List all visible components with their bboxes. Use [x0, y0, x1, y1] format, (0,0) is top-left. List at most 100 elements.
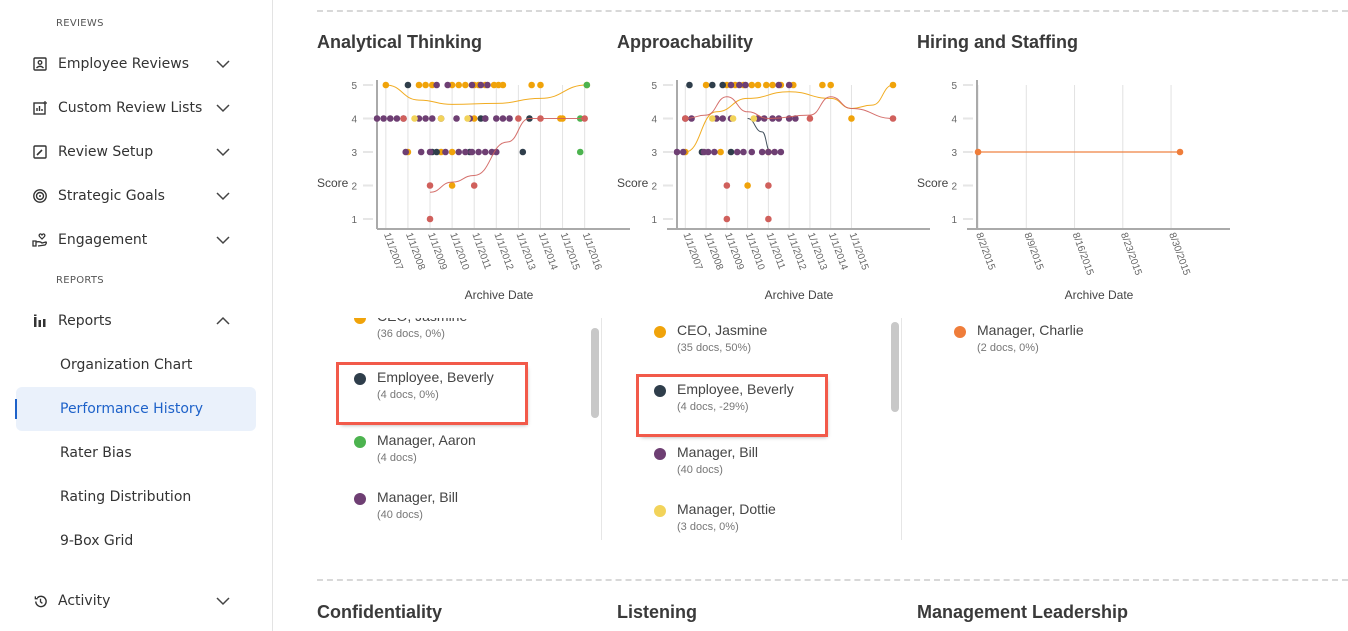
x-tick-label: 1/1/2010: [447, 231, 471, 272]
nav-activity-label: Activity: [58, 593, 111, 609]
y-tick-label: 1: [651, 215, 657, 226]
legend-dot: [354, 318, 366, 324]
x-tick-label: 1/1/2011: [469, 231, 493, 271]
data-point: [415, 81, 423, 89]
legend-item[interactable]: Manager, Charlie (2 docs, 0%): [917, 318, 1187, 375]
data-point: [723, 215, 731, 223]
trend-line: [429, 118, 585, 193]
y-tick-label: 4: [651, 115, 657, 126]
data-point: [499, 115, 507, 122]
data-point: [769, 81, 776, 89]
data-point: [462, 148, 469, 156]
sub-item-rater-bias[interactable]: Rater Bias: [60, 445, 132, 461]
sub-item-rating-distribution[interactable]: Rating Distribution: [60, 489, 192, 505]
data-point: [709, 81, 716, 89]
legend-dot: [654, 505, 666, 517]
data-point: [771, 148, 778, 156]
data-point: [428, 115, 436, 122]
scrollbar[interactable]: [591, 328, 599, 418]
data-point: [468, 81, 476, 89]
nav-label: Custom Review Lists: [58, 100, 203, 116]
chart: 1/1/20071/1/20081/1/20091/1/20101/1/2011…: [617, 80, 930, 302]
nav-strategic-goals[interactable]: Strategic Goals: [32, 184, 232, 208]
data-point: [422, 115, 429, 122]
legend-name: Manager, Bill: [677, 444, 758, 460]
chevron-down-icon[interactable]: [214, 592, 232, 610]
chevron-down-icon[interactable]: [214, 55, 232, 73]
legend-count: (40 docs): [677, 464, 723, 476]
sub-item-organization-chart[interactable]: Organization Chart: [60, 357, 193, 373]
chart-panel: Analytical Thinking 1/1/2007 1/1/2008 1/1/…: [317, 0, 630, 631]
list-chart-icon: [32, 100, 48, 116]
legend-name: Manager, Aaron: [377, 432, 476, 448]
y-tick-label: 4: [351, 115, 357, 126]
next-chart-title: Listening: [617, 602, 697, 622]
section-divider: [317, 579, 1348, 581]
chevron-down-icon[interactable]: [214, 231, 232, 249]
x-tick-label: 8/23/2015: [1118, 231, 1144, 277]
y-tick-label: 3: [951, 148, 957, 159]
data-point: [448, 148, 456, 156]
sidebar: REVIEWS Employee Reviews Custom Review L…: [0, 0, 273, 631]
chevron-down-icon[interactable]: [214, 99, 232, 117]
data-point: [679, 148, 687, 156]
x-tick-label: 1/1/2014: [826, 231, 850, 272]
data-point: [464, 115, 471, 122]
chevron-down-icon[interactable]: [214, 187, 232, 205]
nav-employee-reviews[interactable]: Employee Reviews: [32, 52, 232, 76]
next-chart-title: Management Leadership: [917, 602, 1129, 622]
data-point: [470, 182, 478, 189]
sub-item-performance-history[interactable]: Performance History: [16, 387, 256, 431]
data-point: [777, 148, 785, 156]
data-point: [744, 182, 751, 189]
trend-line: [747, 118, 771, 153]
legend-name: CEO, Jasmine: [677, 322, 768, 338]
data-point: [673, 148, 681, 156]
bar-chart-icon: [32, 313, 48, 329]
legend-item[interactable]: Manager, Bill (40 docs): [617, 440, 887, 497]
chevron-down-icon[interactable]: [214, 143, 232, 161]
clipboard-edit-icon: [32, 144, 48, 160]
data-point: [437, 115, 445, 122]
nav-label: Strategic Goals: [58, 188, 165, 204]
data-point: [702, 81, 710, 89]
legend-count: (3 docs, 0%): [677, 521, 739, 533]
nav-reports[interactable]: Reports: [32, 309, 232, 333]
legend-item[interactable]: Manager, Dottie (3 docs, 0%): [617, 497, 887, 540]
legend-item[interactable]: Manager, Aaron (4 docs): [317, 428, 587, 485]
data-point: [426, 215, 434, 223]
data-point: [515, 115, 522, 122]
legend-item[interactable]: CEO, Jasmine (35 docs, 50%): [617, 318, 887, 375]
scrollbar[interactable]: [891, 322, 899, 412]
data-point: [475, 148, 482, 156]
legend-dot: [354, 373, 366, 385]
y-tick-label: 5: [651, 81, 657, 92]
legend-item[interactable]: Employee, Beverly (4 docs, -29%): [636, 374, 828, 437]
data-point: [492, 148, 500, 156]
trend-line: [385, 84, 587, 105]
nav-activity[interactable]: Activity: [32, 589, 232, 613]
legend-item[interactable]: Employee, Beverly (4 docs, 0%): [336, 362, 528, 425]
x-tick-label: 1/1/2012: [784, 231, 808, 272]
data-point: [748, 148, 756, 156]
reviews-heading: REVIEWS: [56, 18, 104, 29]
nav-custom-review-lists[interactable]: Custom Review Lists: [32, 96, 232, 120]
data-point: [704, 148, 712, 156]
data-point: [576, 148, 584, 156]
data-point: [733, 148, 741, 156]
data-point: [827, 81, 834, 89]
sub-item-9-box-grid[interactable]: 9-Box Grid: [60, 533, 134, 549]
legend-item[interactable]: CEO, Jasmine (36 docs, 0%): [317, 318, 587, 361]
legend-count: (2 docs, 0%): [977, 342, 1039, 354]
data-point: [382, 81, 390, 89]
chevron-up-icon[interactable]: [214, 312, 232, 330]
nav-reports-label: Reports: [58, 313, 112, 329]
legend-list: Manager, Charlie (2 docs, 0%): [917, 318, 1202, 540]
nav-review-setup[interactable]: Review Setup: [32, 140, 232, 164]
legend-item[interactable]: Manager, Bill (40 docs): [317, 485, 587, 540]
data-point: [729, 115, 737, 122]
chart: 8/2/2015 8/9/2015 8/16/2015 8/23/2015 8/30/2…: [917, 80, 1230, 302]
nav-engagement[interactable]: Engagement: [32, 228, 232, 252]
data-point: [380, 115, 387, 122]
data-point: [455, 81, 463, 89]
